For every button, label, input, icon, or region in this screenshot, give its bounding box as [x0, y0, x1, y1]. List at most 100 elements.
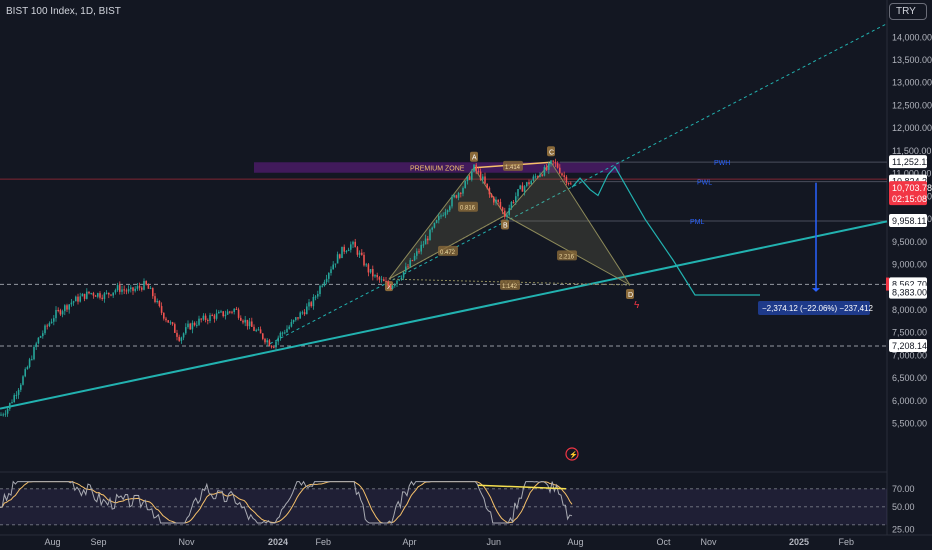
- price-label-text: 11,252.11: [892, 157, 931, 167]
- candle-body: [429, 229, 431, 241]
- price-tick-label: 9,000.00: [892, 260, 927, 270]
- candle-body: [158, 300, 161, 307]
- candle-body: [363, 254, 365, 266]
- candle-body: [178, 336, 180, 341]
- candle-body: [292, 319, 295, 323]
- candle-body: [2, 414, 4, 416]
- candle-body: [180, 337, 183, 341]
- candle-body: [528, 182, 530, 185]
- candle-body: [218, 311, 220, 314]
- candle-body: [17, 389, 20, 395]
- candle-body: [277, 337, 279, 342]
- candle-body: [187, 323, 189, 328]
- alert-marker-icon: ϟ: [634, 300, 640, 311]
- candle-body: [141, 287, 143, 290]
- measure-arrow: [812, 288, 820, 292]
- candle-body: [391, 285, 394, 289]
- candle-body: [152, 288, 154, 297]
- candle-body: [165, 318, 167, 321]
- countdown-label: 02:15:08: [892, 194, 927, 204]
- candle-body: [44, 325, 46, 334]
- candle-body: [255, 330, 257, 332]
- currency-button[interactable]: TRY: [889, 3, 927, 20]
- candle-body: [154, 296, 156, 302]
- candle-body: [497, 199, 499, 202]
- time-tick-label: Apr: [403, 537, 417, 547]
- price-label-text: 7,208.14: [892, 341, 927, 351]
- projection-path: [571, 165, 760, 296]
- candle-body: [561, 173, 563, 176]
- candle-body: [0, 414, 2, 416]
- candle-body: [563, 175, 565, 177]
- price-tick-label: 6,000.00: [892, 396, 927, 406]
- candle-body: [105, 292, 108, 294]
- candle-body: [61, 311, 64, 315]
- candle-body: [70, 302, 73, 305]
- candle-body: [26, 366, 29, 370]
- candle-body: [567, 183, 570, 185]
- price-tick-label: 7,000.00: [892, 350, 927, 360]
- candle-body: [99, 293, 101, 298]
- candle-body: [246, 319, 249, 327]
- harmonic-ratio-tag: [503, 160, 523, 171]
- candle-body: [284, 332, 286, 334]
- candle-body: [451, 197, 453, 207]
- price-tick-label: 5,500.00: [892, 419, 927, 429]
- candle-body: [493, 197, 495, 203]
- rsi-line: [0, 480, 573, 524]
- candle-body: [512, 201, 515, 203]
- candle-body: [457, 192, 460, 198]
- candle-body: [369, 268, 372, 273]
- candle-body: [57, 309, 59, 311]
- candle-body: [130, 287, 132, 290]
- price-tick-label: 13,000.00: [892, 78, 932, 88]
- price-tick-label: 11,000.00: [892, 169, 931, 179]
- candle-body: [209, 315, 211, 321]
- candle-body: [50, 321, 53, 324]
- time-tick-label: Sep: [91, 537, 107, 547]
- candle-body: [416, 251, 418, 256]
- candle-body: [347, 249, 350, 252]
- candle-body: [262, 333, 264, 339]
- candle-body: [306, 306, 308, 315]
- chart-title: BIST 100 Index, 1D, BIST: [6, 6, 121, 17]
- candle-body: [358, 252, 361, 255]
- premium-zone-label: PREMIUM ZONE: [410, 165, 465, 172]
- price-marker: [886, 277, 889, 291]
- candle-body: [334, 263, 337, 265]
- premium-zone: [254, 162, 620, 173]
- harmonic-bcd: [504, 161, 631, 286]
- candle-body: [545, 166, 548, 170]
- candle-body: [317, 294, 319, 297]
- candle-body: [376, 275, 378, 278]
- rsi-tick-label: 70.00: [892, 484, 915, 494]
- time-tick-label: Jun: [487, 537, 502, 547]
- candle-body: [39, 336, 42, 338]
- candle-body: [288, 326, 290, 329]
- price-label-text: 8,562.70: [892, 279, 927, 289]
- harmonic-ratio-label: 2.216: [559, 254, 575, 260]
- candle-body: [506, 214, 508, 217]
- candle-body: [435, 220, 438, 223]
- lightning-glyph: ⚡: [569, 450, 578, 459]
- candle-body: [77, 296, 79, 302]
- candle-body: [94, 295, 97, 297]
- candle-body: [268, 340, 271, 346]
- harmonic-ratio-tag: [438, 245, 458, 256]
- candle-body: [171, 322, 174, 325]
- price-label-box: [889, 213, 927, 227]
- candle-body: [6, 408, 9, 414]
- candle-body: [81, 293, 84, 297]
- candle-body: [92, 293, 95, 296]
- candle-body: [431, 227, 433, 230]
- candle-body: [534, 176, 537, 178]
- candle-body: [559, 167, 561, 174]
- candle-body: [339, 254, 341, 259]
- candle-body: [501, 207, 504, 211]
- candle-body: [413, 255, 416, 261]
- candle-body: [343, 246, 345, 252]
- candle-body: [570, 183, 572, 185]
- candle-body: [321, 285, 323, 287]
- candle-body: [167, 320, 169, 323]
